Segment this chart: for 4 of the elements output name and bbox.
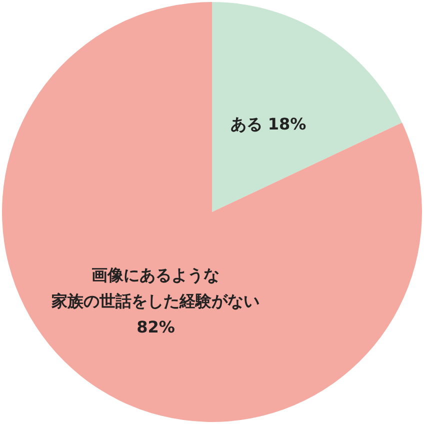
slice-label: 画像にあるような家族の世話をした経験がない: [50, 265, 260, 310]
slice-label: ある 18%: [230, 114, 306, 133]
pie-slice: [212, 2, 402, 212]
data-label: 82%: [136, 317, 175, 336]
